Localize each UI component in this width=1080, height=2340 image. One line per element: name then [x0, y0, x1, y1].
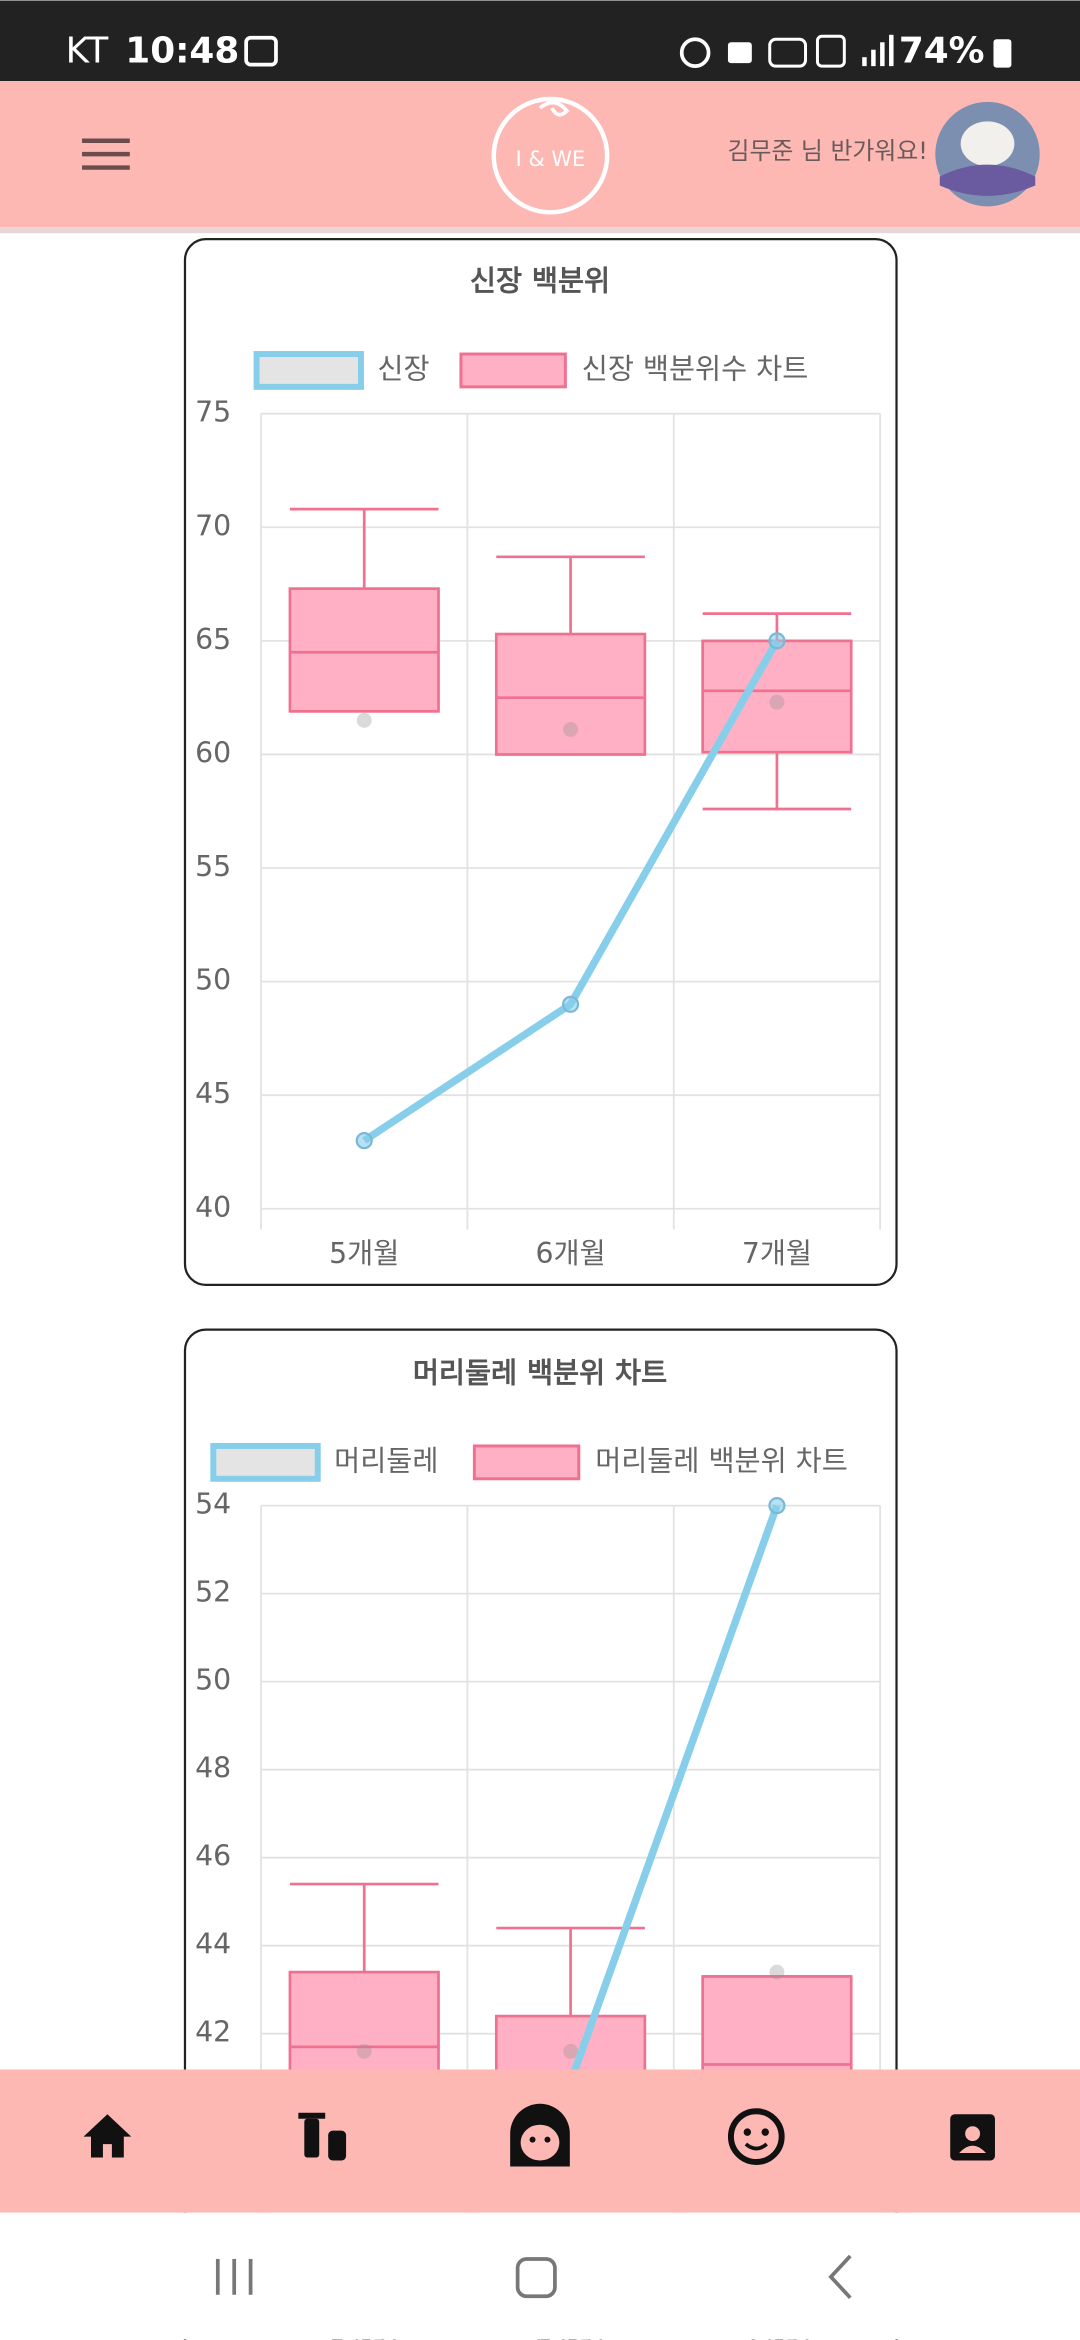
series-point	[768, 1497, 786, 1515]
mean-dot	[356, 712, 372, 728]
menu-button[interactable]	[82, 138, 130, 170]
y-tick-label: 55	[195, 850, 231, 883]
nav-vaccine[interactable]	[298, 2112, 347, 2161]
app-header	[0, 81, 1080, 228]
y-tick-label: 60	[195, 736, 231, 769]
system-buttons	[215, 2254, 852, 2300]
battery-icon	[993, 39, 1012, 68]
y-tick-label: 45	[195, 1077, 231, 1110]
y-tick-label: 54	[195, 1488, 231, 1521]
avatar[interactable]	[935, 101, 1040, 207]
logo-text: I & WE	[516, 147, 586, 171]
y-tick-label: 52	[195, 1576, 231, 1609]
status-icons	[679, 34, 894, 68]
chart-title: 신장 백분위	[470, 264, 610, 297]
greeting: 김무준 님 반가워요!	[728, 137, 928, 165]
y-tick-label: 48	[195, 1752, 231, 1785]
y-tick-label: 40	[195, 1191, 231, 1224]
x-tick-label: 7개월	[742, 1237, 812, 1270]
series-point	[562, 995, 580, 1013]
logo[interactable]: I & WE	[491, 96, 610, 215]
legend-label: 머리둘레	[334, 1444, 438, 1477]
y-tick-label: 70	[195, 509, 231, 542]
mean-dot	[563, 722, 579, 737]
mean-dot	[769, 694, 785, 710]
chart-card	[183, 238, 898, 1286]
nav-baby[interactable]	[727, 2108, 785, 2165]
box	[494, 632, 647, 756]
system-nav	[0, 2212, 1080, 2340]
nav-profile[interactable]	[950, 2114, 995, 2161]
y-tick-label: 65	[195, 623, 231, 656]
clock: 10:48	[125, 31, 239, 72]
y-tick-label: 75	[195, 396, 231, 429]
battery-level: 74%	[899, 31, 985, 72]
y-tick-label: 50	[195, 1664, 231, 1697]
legend-label: 신장	[377, 352, 429, 385]
series-point	[768, 632, 786, 650]
legend-label: 신장 백분위수 차트	[582, 352, 809, 385]
header-shadow	[0, 227, 1080, 234]
nav-mom[interactable]	[510, 2103, 570, 2167]
chart-title: 머리둘레 백분위 차트	[413, 1356, 667, 1389]
status-bar	[0, 0, 1080, 82]
gallery-icon	[244, 35, 278, 67]
y-tick-label: 46	[195, 1840, 231, 1873]
legend-swatch	[472, 1444, 581, 1481]
mean-dot	[563, 2043, 579, 2059]
x-tick-label: 5개월	[329, 1237, 399, 1270]
y-tick-label: 42	[195, 2016, 231, 2049]
x-tick-label: 6개월	[536, 1237, 606, 1270]
legend-swatch	[253, 351, 364, 390]
series-point	[355, 1132, 373, 1150]
y-tick-label: 50	[195, 964, 231, 997]
legend-swatch	[210, 1442, 321, 1482]
mean-dot	[356, 2043, 372, 2059]
nav-home[interactable]	[83, 2114, 132, 2158]
box	[288, 587, 440, 713]
carrier: KT	[66, 31, 109, 72]
mean-dot	[769, 1964, 785, 1980]
y-tick-label: 44	[195, 1928, 231, 1961]
legend-label: 머리둘레 백분위 차트	[595, 1444, 848, 1477]
legend-swatch	[459, 352, 567, 389]
